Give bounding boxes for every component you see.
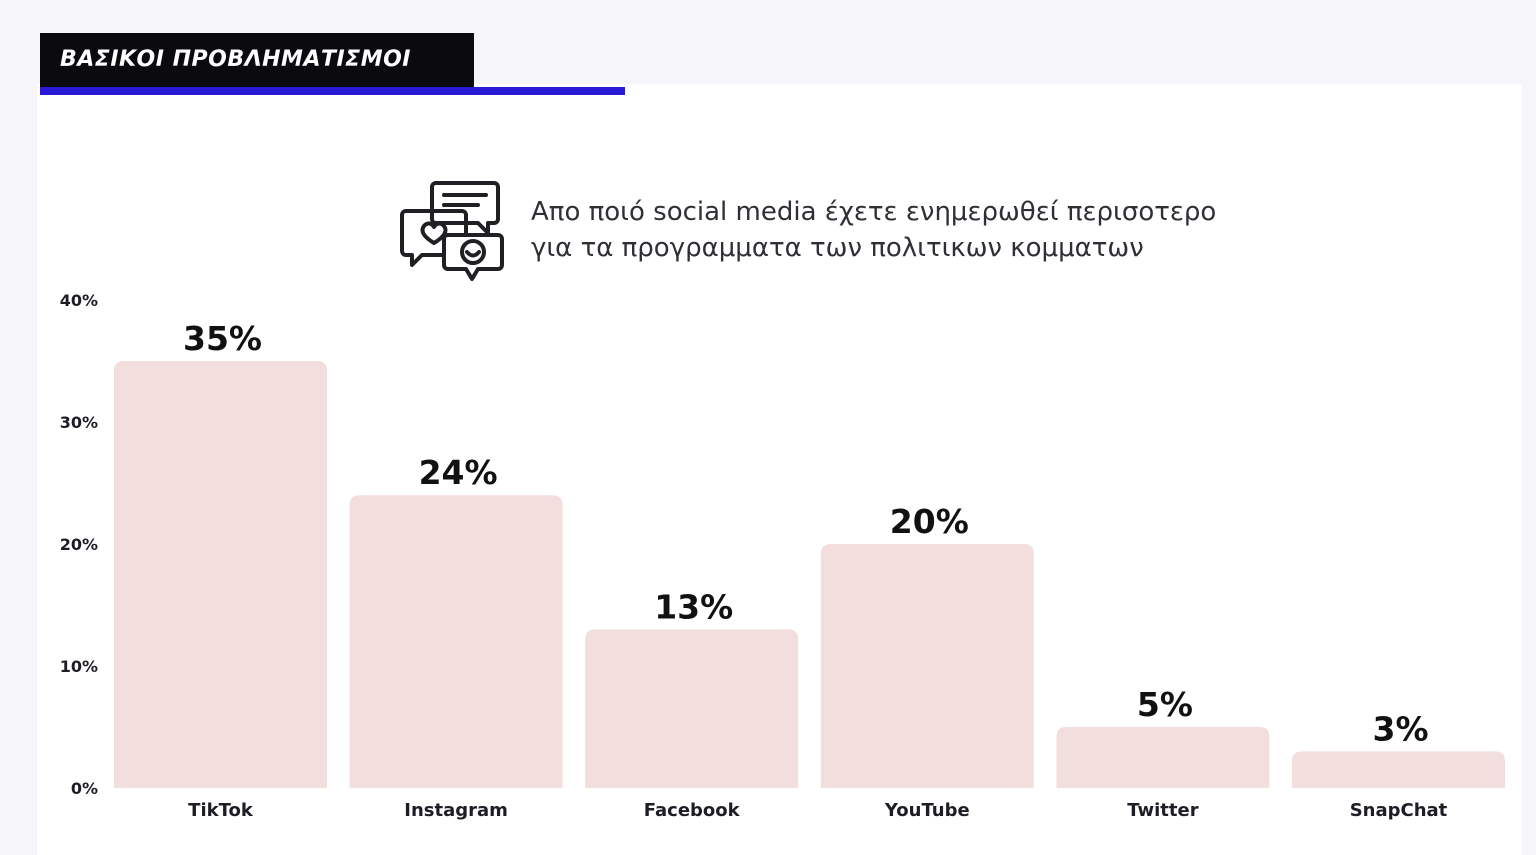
data-label: 5% (1137, 685, 1193, 724)
data-label: 35% (183, 319, 262, 358)
x-tick-label: Twitter (1127, 800, 1199, 821)
x-tick-label: Instagram (404, 800, 508, 821)
y-tick-label: 30% (60, 413, 98, 432)
survey-question-line-1: Απο ποιό social media έχετε ενημερωθεί π… (531, 197, 1217, 227)
header-accent-underline (40, 87, 625, 95)
bar-tiktok (114, 361, 327, 788)
page-title: ΒΑΣΙΚΟΙ ΠΡΟΒΛΗΜΑΤΙΣΜΟΙ (60, 47, 411, 72)
x-tick-label: SnapChat (1350, 800, 1448, 821)
social-chat-icon (400, 181, 504, 281)
y-tick-label: 0% (71, 779, 98, 798)
x-tick-label: Facebook (644, 800, 741, 821)
survey-question: Απο ποιό social media έχετε ενημερωθεί π… (531, 194, 1216, 266)
bar-youtube (820, 544, 1034, 788)
data-label: 24% (419, 453, 498, 492)
header-bar (40, 33, 474, 87)
data-label: 3% (1372, 709, 1428, 748)
y-tick-label: 20% (60, 535, 98, 554)
bar-snapchat (1292, 751, 1505, 788)
y-tick-label: 10% (60, 657, 98, 676)
x-tick-label: TikTok (188, 800, 254, 821)
data-label: 13% (654, 587, 733, 626)
y-tick-label: 40% (60, 291, 98, 310)
bar-instagram (349, 495, 563, 788)
bar-facebook (585, 629, 799, 788)
bar-twitter (1056, 727, 1270, 788)
data-label: 20% (890, 502, 969, 541)
survey-question-line-2: για τα προγραμματα των πολιτικων κομματω… (531, 233, 1144, 263)
x-tick-label: YouTube (884, 800, 970, 821)
